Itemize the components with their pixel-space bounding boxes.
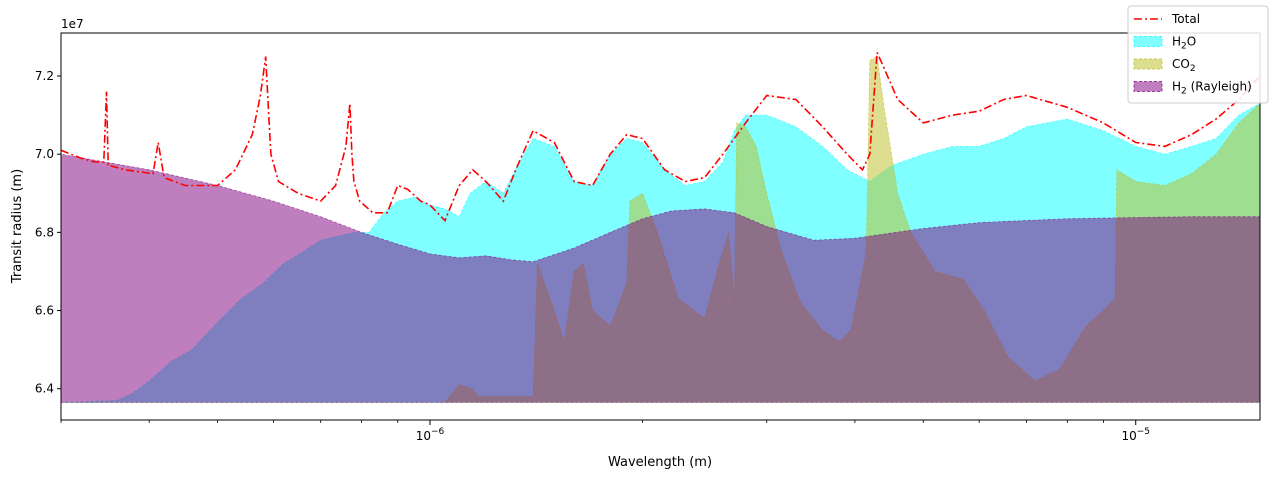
y-tick-label: 7.0 xyxy=(35,147,54,161)
legend-swatch-h2o xyxy=(1133,36,1163,47)
legend-label-total: Total xyxy=(1171,12,1200,26)
x-axis: 10−6 10−5 xyxy=(60,420,1150,443)
series-layer xyxy=(61,52,1260,403)
series-h2-rayleigh-area xyxy=(61,153,1260,403)
y-offset-label: 1e7 xyxy=(61,17,84,31)
series-total-line xyxy=(61,52,1260,223)
x-axis-label: Wavelength (m) xyxy=(608,455,712,470)
y-tick-label: 6.4 xyxy=(35,382,54,396)
legend-swatch-co2 xyxy=(1133,58,1163,70)
legend-swatch-h2-rayleigh xyxy=(1133,81,1163,92)
y-tick-label: 7.2 xyxy=(35,69,54,83)
y-tick-label: 6.8 xyxy=(35,225,54,239)
legend-label-co2: CO2 xyxy=(1172,57,1196,74)
legend-box xyxy=(1127,5,1269,104)
x-tick-label: 10−5 xyxy=(1121,427,1150,443)
legend-label-h2o: H2O xyxy=(1172,35,1196,52)
y-axis-label: Transit radius (m) xyxy=(10,169,25,284)
legend: Total H2O CO2 H2 (Rayleigh) xyxy=(1127,5,1269,104)
x-tick-label: 10−6 xyxy=(416,427,445,443)
legend-label-h2-rayleigh: H2 (Rayleigh) xyxy=(1172,80,1252,97)
plot-frame xyxy=(60,32,1261,421)
y-axis: 6.4 6.6 6.8 7.0 7.2 xyxy=(35,69,61,396)
y-tick-label: 6.6 xyxy=(35,304,54,318)
